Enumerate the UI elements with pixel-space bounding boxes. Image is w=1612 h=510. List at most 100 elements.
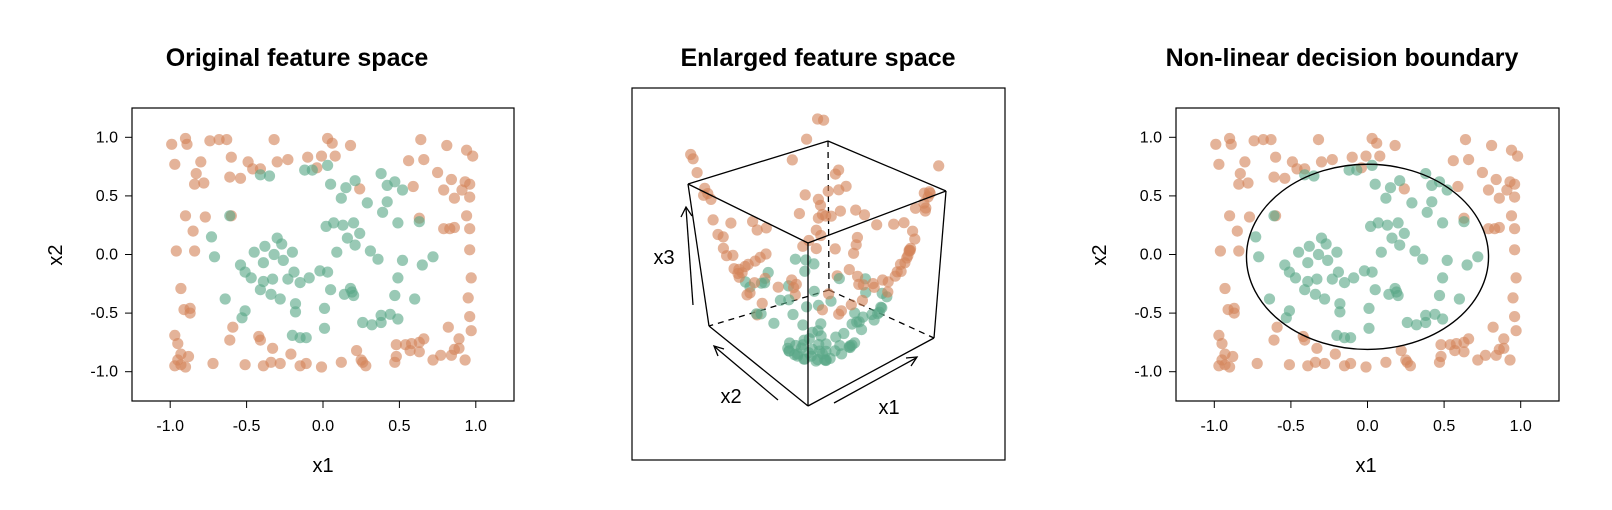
data-point-outer-class <box>909 233 921 245</box>
data-point-outer-class <box>453 342 465 354</box>
data-point-outer-class <box>418 154 430 166</box>
data-point-inner-class <box>1331 329 1343 341</box>
data-point-outer-class <box>187 225 199 237</box>
data-point-inner-class <box>1392 217 1404 229</box>
cube-edge <box>827 140 947 192</box>
data-point-outer-class <box>1210 138 1222 150</box>
data-point-inner-class <box>1263 293 1276 305</box>
data-point-inner-class <box>348 217 360 229</box>
data-point-inner-class <box>1363 302 1375 314</box>
data-point-outer-class <box>1326 154 1338 166</box>
data-point-inner-class <box>257 257 269 269</box>
data-point-outer-class <box>712 228 724 241</box>
data-point-outer-class <box>894 258 907 270</box>
data-point-outer-class <box>1257 134 1269 146</box>
data-point-outer-class <box>467 150 479 162</box>
data-point-inner-class <box>344 282 357 295</box>
data-point-outer-class <box>905 242 917 254</box>
data-point-inner-class <box>799 265 811 277</box>
panel-non-linear-decision-boundary: Non-linear decision boundary -1.0 -0.5 0.0… <box>1089 44 1560 477</box>
data-point-inner-class <box>416 259 428 271</box>
data-point-outer-class <box>786 154 798 166</box>
data-point-outer-class <box>816 304 829 316</box>
data-point-outer-class <box>1512 150 1524 162</box>
data-point-outer-class <box>1487 321 1499 333</box>
data-point-outer-class <box>1251 357 1263 370</box>
data-point-inner-class <box>1338 277 1351 289</box>
data-point-inner-class <box>318 302 331 314</box>
data-point-outer-class <box>448 192 460 204</box>
data-point-outer-class <box>227 321 239 333</box>
x-tick-label: 0.0 <box>1356 418 1378 435</box>
data-point-inner-class <box>335 192 347 204</box>
data-point-outer-class <box>1490 349 1502 361</box>
data-point-inner-class <box>1406 197 1418 209</box>
data-point-outer-class <box>1311 342 1323 354</box>
data-point-inner-class <box>1319 293 1331 305</box>
data-point-outer-class <box>1224 361 1236 373</box>
data-point-outer-class <box>1476 166 1488 179</box>
data-point-outer-class <box>1404 360 1416 372</box>
data-point-outer-class <box>1398 183 1410 195</box>
data-point-outer-class <box>190 168 202 180</box>
data-point-inner-class <box>389 289 401 302</box>
data-point-inner-class <box>322 266 334 278</box>
data-point-inner-class <box>1289 272 1302 284</box>
data-point-inner-class <box>254 169 266 181</box>
data-point-inner-class <box>1299 284 1311 296</box>
data-point-outer-class <box>354 183 366 195</box>
data-point-inner-class <box>267 273 279 285</box>
data-point-outer-class <box>799 189 811 201</box>
data-point-outer-class <box>747 215 759 228</box>
data-point-outer-class <box>189 245 201 257</box>
data-point-outer-class <box>822 185 834 197</box>
data-point-outer-class <box>1435 339 1447 351</box>
data-point-outer-class <box>465 272 477 284</box>
data-point-inner-class <box>396 184 409 196</box>
data-point-inner-class <box>277 254 289 266</box>
data-point-inner-class <box>409 293 421 305</box>
data-point-outer-class <box>413 346 425 358</box>
data-point-outer-class <box>823 288 835 300</box>
data-point-outer-class <box>442 321 454 333</box>
data-point-outer-class <box>1270 151 1282 163</box>
data-point-inner-class <box>1417 253 1429 265</box>
data-point-outer-class <box>1271 321 1283 333</box>
data-point-outer-class <box>1231 225 1243 237</box>
data-point-outer-class <box>1216 338 1228 350</box>
data-point-outer-class <box>326 137 338 149</box>
y-tick-label: -1.0 <box>90 364 118 381</box>
data-point-inner-class <box>797 319 809 331</box>
data-point-inner-class <box>834 340 846 352</box>
data-point-outer-class <box>803 234 815 247</box>
data-point-outer-class <box>848 247 860 259</box>
data-point-outer-class <box>933 160 945 172</box>
data-point-inner-class <box>1365 220 1377 232</box>
data-point-outer-class <box>195 156 207 168</box>
data-point-outer-class <box>1213 158 1225 170</box>
data-point-inner-class <box>1420 316 1432 329</box>
data-point-outer-class <box>835 305 848 317</box>
data-point-outer-class <box>432 166 444 179</box>
data-point-outer-class <box>1248 135 1260 147</box>
data-point-inner-class <box>815 318 827 330</box>
data-point-inner-class <box>276 238 288 250</box>
y-tick-label: 0.0 <box>1140 247 1162 264</box>
data-point-inner-class <box>300 332 312 344</box>
data-point-outer-class <box>464 178 476 190</box>
data-point-inner-class <box>320 220 332 232</box>
y-tick-label: 0.0 <box>96 247 118 264</box>
data-point-outer-class <box>685 148 697 161</box>
data-point-inner-class <box>1311 273 1323 285</box>
data-point-inner-class <box>208 251 221 263</box>
y-tick-label: 1.0 <box>1140 129 1162 146</box>
data-point-outer-class <box>1360 361 1372 373</box>
data-point-outer-class <box>329 150 341 162</box>
data-point-outer-class <box>1463 154 1475 166</box>
data-point-outer-class <box>239 359 251 371</box>
x-tick-label: 1.0 <box>1510 418 1532 435</box>
data-point-outer-class <box>691 167 703 179</box>
data-point-inner-class <box>289 306 302 318</box>
data-point-inner-class <box>289 298 302 310</box>
data-point-outer-class <box>1482 184 1495 196</box>
